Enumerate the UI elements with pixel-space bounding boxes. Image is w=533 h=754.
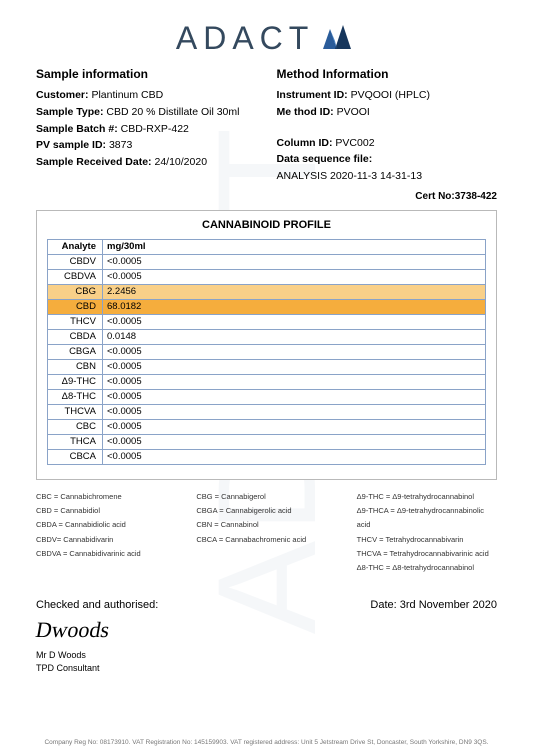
footer: Company Reg No: 08173910. VAT Registrati…	[0, 739, 533, 746]
legend-line: THCV = Tetrahydrocannabivarin	[357, 533, 497, 547]
analyte-cell: THCV	[48, 314, 103, 329]
analyte-cell: CBDA	[48, 329, 103, 344]
signer: Mr D Woods TPD Consultant	[36, 649, 497, 674]
col-mg: mg/30ml	[103, 239, 486, 254]
profile-title: CANNABINOID PROFILE	[47, 219, 486, 231]
table-row: CBD68.0182	[48, 299, 486, 314]
cannabinoid-table: Analyte mg/30ml CBDV<0.0005CBDVA<0.0005C…	[47, 239, 486, 465]
logo-mark-icon	[321, 23, 357, 54]
legend-line: Δ8-THC = Δ8-tetrahydrocannabinol	[357, 561, 497, 575]
table-row: CBCA<0.0005	[48, 449, 486, 464]
analyte-cell: CBN	[48, 359, 103, 374]
recv-row: Sample Received Date: 24/10/2020	[36, 154, 257, 171]
sign-block: Checked and authorised: Date: 3rd Novemb…	[36, 599, 497, 674]
table-row: CBDA0.0148	[48, 329, 486, 344]
table-row: THCV<0.0005	[48, 314, 486, 329]
legend-line: CBG = Cannabigerol	[196, 490, 336, 504]
table-row: CBDVA<0.0005	[48, 269, 486, 284]
analyte-cell: CBC	[48, 419, 103, 434]
value-cell: <0.0005	[103, 314, 486, 329]
method-info-col: Method Information Instrument ID: PVQOOI…	[277, 67, 498, 185]
cert-row: Cert No:3738-422	[36, 191, 497, 202]
col-analyte: Analyte	[48, 239, 103, 254]
analyte-cell: Δ8-THC	[48, 389, 103, 404]
instr-row: Instrument ID: PVQOOI (HPLC)	[277, 87, 498, 104]
analyte-cell: Δ9-THC	[48, 374, 103, 389]
method-info-title: Method Information	[277, 67, 498, 81]
table-row: CBDV<0.0005	[48, 254, 486, 269]
value-cell: <0.0005	[103, 389, 486, 404]
column-row: Column ID: PVC002	[277, 135, 498, 152]
legend-line: CBDVA = Cannabidivarinic acid	[36, 547, 176, 561]
analyte-cell: THCA	[48, 434, 103, 449]
table-row: Δ8-THC<0.0005	[48, 389, 486, 404]
legend-col-2: CBG = CannabigerolCBGA = Cannabigerolic …	[196, 490, 336, 576]
table-row: CBGA<0.0005	[48, 344, 486, 359]
value-cell: <0.0005	[103, 449, 486, 464]
legend-col-1: CBC = CannabichromeneCBD = CannabidiolCB…	[36, 490, 176, 576]
date-text: Date: 3rd November 2020	[370, 599, 497, 611]
table-row: CBC<0.0005	[48, 419, 486, 434]
sample-info-title: Sample information	[36, 67, 257, 81]
pv-row: PV sample ID: 3873	[36, 137, 257, 154]
analyte-cell: CBG	[48, 284, 103, 299]
value-cell: 0.0148	[103, 329, 486, 344]
analyte-cell: THCVA	[48, 404, 103, 419]
value-cell: <0.0005	[103, 434, 486, 449]
profile-box: CANNABINOID PROFILE Analyte mg/30ml CBDV…	[36, 210, 497, 480]
legend-line: CBDA = Cannabidiolic acid	[36, 518, 176, 532]
legend-line: CBDV= Cannabidivarin	[36, 533, 176, 547]
customer-row: Customer: Plantinum CBD	[36, 87, 257, 104]
legend-line: CBC = Cannabichromene	[36, 490, 176, 504]
analyte-cell: CBCA	[48, 449, 103, 464]
table-row: THCVA<0.0005	[48, 404, 486, 419]
analyte-cell: CBDVA	[48, 269, 103, 284]
page: ADACT Sample information Customer: Plant…	[0, 0, 533, 685]
analyte-cell: CBDV	[48, 254, 103, 269]
value-cell: <0.0005	[103, 404, 486, 419]
info-grid: Sample information Customer: Plantinum C…	[36, 67, 497, 185]
logo-text: ADACT	[176, 20, 314, 57]
value-cell: <0.0005	[103, 419, 486, 434]
seq-value-row: ANALYSIS 2020-11-3 14-31-13	[277, 168, 498, 185]
logo-row: ADACT	[36, 20, 497, 57]
legend: CBC = CannabichromeneCBD = CannabidiolCB…	[36, 490, 497, 576]
type-row: Sample Type: CBD 20 % Distillate Oil 30m…	[36, 104, 257, 121]
value-cell: <0.0005	[103, 344, 486, 359]
value-cell: 2.2456	[103, 284, 486, 299]
sample-info-col: Sample information Customer: Plantinum C…	[36, 67, 257, 185]
analyte-cell: CBD	[48, 299, 103, 314]
table-row: CBG2.2456	[48, 284, 486, 299]
analyte-cell: CBGA	[48, 344, 103, 359]
table-row: CBN<0.0005	[48, 359, 486, 374]
checked-label: Checked and authorised:	[36, 599, 158, 611]
legend-line: CBCA = Cannabachromenic acid	[196, 533, 336, 547]
legend-line: CBGA = Cannabigerolic acid	[196, 504, 336, 518]
legend-line: THCVA = Tetrahydrocannabivarinic acid	[357, 547, 497, 561]
seq-label-row: Data sequence file:	[277, 151, 498, 168]
legend-line: CBD = Cannabidiol	[36, 504, 176, 518]
legend-line: CBN = Cannabinol	[196, 518, 336, 532]
value-cell: <0.0005	[103, 374, 486, 389]
table-row: Δ9-THC<0.0005	[48, 374, 486, 389]
legend-col-3: Δ9-THC = Δ9-tetrahydrocannabinolΔ9-THCA …	[357, 490, 497, 576]
legend-line: Δ9-THCA = Δ9-tetrahydrocannabinolic acid	[357, 504, 497, 533]
method-row: Me thod ID: PVOOI	[277, 104, 498, 121]
batch-row: Sample Batch #: CBD-RXP-422	[36, 121, 257, 138]
signature-icon: Dwoods	[34, 617, 112, 643]
value-cell: <0.0005	[103, 359, 486, 374]
value-cell: <0.0005	[103, 254, 486, 269]
sign-row: Checked and authorised: Date: 3rd Novemb…	[36, 599, 497, 611]
table-row: THCA<0.0005	[48, 434, 486, 449]
value-cell: <0.0005	[103, 269, 486, 284]
value-cell: 68.0182	[103, 299, 486, 314]
legend-line: Δ9-THC = Δ9-tetrahydrocannabinol	[357, 490, 497, 504]
